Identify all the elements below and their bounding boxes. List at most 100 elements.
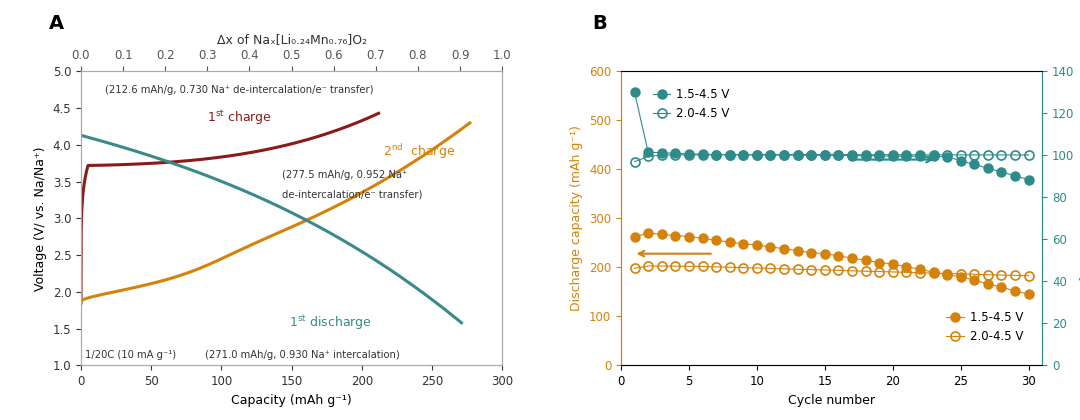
2.0-4.5 V (710, 152, 723, 158)
1.5-4.5 V (629, 234, 642, 239)
Text: 1$^{\rm st}$ charge: 1$^{\rm st}$ charge (207, 108, 272, 126)
1.5-4.5 V (764, 152, 777, 158)
2.0-4.5 V (968, 272, 981, 277)
1.5-4.5 V (955, 274, 968, 279)
Legend: 1.5-4.5 V, 2.0-4.5 V: 1.5-4.5 V, 2.0-4.5 V (648, 83, 734, 124)
2.0-4.5 V (669, 264, 681, 269)
2.0-4.5 V (737, 265, 750, 270)
Y-axis label: Voltage (V/ vs. Na/Na⁺): Voltage (V/ vs. Na/Na⁺) (35, 146, 48, 291)
2.0-4.5 V (914, 152, 927, 158)
2.0-4.5 V (805, 267, 818, 272)
2.0-4.5 V (751, 265, 764, 270)
2.0-4.5 V (927, 152, 940, 158)
1.5-4.5 V (683, 234, 696, 239)
2.0-4.5 V (764, 266, 777, 271)
1.5-4.5 V (995, 170, 1008, 175)
2.0-4.5 V (778, 152, 791, 157)
2.0-4.5 V (927, 270, 940, 276)
1.5-4.5 V (914, 154, 927, 159)
1.5-4.5 V (968, 278, 981, 283)
1.5-4.5 V (724, 152, 737, 157)
2.0-4.5 V (819, 152, 832, 157)
Text: de-intercalation/e⁻ transfer): de-intercalation/e⁻ transfer) (282, 190, 422, 200)
1.5-4.5 V (941, 272, 954, 277)
2.0-4.5 V (832, 152, 845, 157)
2.0-4.5 V (696, 152, 708, 158)
1.5-4.5 V (846, 153, 859, 158)
2.0-4.5 V (859, 152, 872, 157)
1.5-4.5 V (1009, 173, 1022, 178)
Line: 2.0-4.5 V: 2.0-4.5 V (630, 150, 1034, 166)
1.5-4.5 V (982, 281, 995, 286)
1.5-4.5 V (995, 285, 1008, 290)
1.5-4.5 V (927, 154, 940, 159)
2.0-4.5 V (900, 152, 913, 158)
2.0-4.5 V (792, 152, 805, 157)
1.5-4.5 V (887, 261, 900, 266)
2.0-4.5 V (724, 265, 737, 270)
Y-axis label: Coulombic efficiency: Coulombic efficiency (1078, 153, 1080, 284)
2.0-4.5 V (1009, 152, 1022, 158)
1.5-4.5 V (751, 242, 764, 247)
2.0-4.5 V (887, 152, 900, 158)
2.0-4.5 V (968, 152, 981, 158)
2.0-4.5 V (656, 263, 669, 268)
X-axis label: Δx of Naₓ[Li₀.₂₄Mn₀.₇₆]O₂: Δx of Naₓ[Li₀.₂₄Mn₀.₇₆]O₂ (216, 33, 367, 46)
1.5-4.5 V (710, 238, 723, 243)
1.5-4.5 V (778, 152, 791, 158)
1.5-4.5 V (887, 154, 900, 159)
2.0-4.5 V (710, 265, 723, 270)
1.5-4.5 V (724, 239, 737, 244)
1.5-4.5 V (873, 260, 886, 265)
1.5-4.5 V (696, 152, 708, 157)
Text: A: A (49, 14, 64, 34)
1.5-4.5 V (642, 150, 654, 155)
Line: 2.0-4.5 V: 2.0-4.5 V (630, 261, 1034, 280)
1.5-4.5 V (927, 270, 940, 275)
2.0-4.5 V (900, 270, 913, 275)
2.0-4.5 V (642, 154, 654, 159)
2.0-4.5 V (629, 159, 642, 164)
2.0-4.5 V (764, 152, 777, 157)
2.0-4.5 V (642, 263, 654, 268)
2.0-4.5 V (683, 152, 696, 158)
1.5-4.5 V (859, 258, 872, 263)
2.0-4.5 V (805, 152, 818, 157)
2.0-4.5 V (1022, 273, 1035, 278)
2.0-4.5 V (792, 267, 805, 272)
1.5-4.5 V (805, 250, 818, 255)
1.5-4.5 V (805, 153, 818, 158)
2.0-4.5 V (914, 270, 927, 276)
1.5-4.5 V (669, 151, 681, 156)
Text: (212.6 mAh/g, 0.730 Na⁺ de-intercalation/e⁻ transfer): (212.6 mAh/g, 0.730 Na⁺ de-intercalation… (105, 85, 374, 95)
1.5-4.5 V (656, 150, 669, 155)
1.5-4.5 V (1022, 292, 1035, 297)
1.5-4.5 V (900, 154, 913, 159)
1.5-4.5 V (710, 152, 723, 157)
1.5-4.5 V (846, 255, 859, 260)
2.0-4.5 V (724, 152, 737, 157)
2.0-4.5 V (832, 268, 845, 273)
X-axis label: Cycle number: Cycle number (788, 394, 875, 407)
Y-axis label: Discharge capacity (mAh g⁻¹): Discharge capacity (mAh g⁻¹) (570, 126, 583, 311)
1.5-4.5 V (873, 153, 886, 158)
Text: (271.0 mAh/g, 0.930 Na⁺ intercalation): (271.0 mAh/g, 0.930 Na⁺ intercalation) (204, 350, 400, 360)
2.0-4.5 V (629, 266, 642, 271)
2.0-4.5 V (751, 152, 764, 157)
2.0-4.5 V (995, 273, 1008, 278)
1.5-4.5 V (859, 153, 872, 158)
1.5-4.5 V (955, 158, 968, 163)
1.5-4.5 V (900, 264, 913, 269)
1.5-4.5 V (696, 236, 708, 241)
2.0-4.5 V (656, 152, 669, 158)
2.0-4.5 V (846, 268, 859, 273)
2.0-4.5 V (887, 269, 900, 274)
1.5-4.5 V (832, 253, 845, 258)
1.5-4.5 V (629, 90, 642, 95)
Text: 1/20C (10 mA g⁻¹): 1/20C (10 mA g⁻¹) (85, 350, 176, 360)
2.0-4.5 V (696, 264, 708, 269)
1.5-4.5 V (792, 248, 805, 253)
2.0-4.5 V (1009, 273, 1022, 278)
1.5-4.5 V (792, 152, 805, 158)
Text: (277.5 mAh/g, 0.952 Na⁺: (277.5 mAh/g, 0.952 Na⁺ (282, 170, 407, 180)
